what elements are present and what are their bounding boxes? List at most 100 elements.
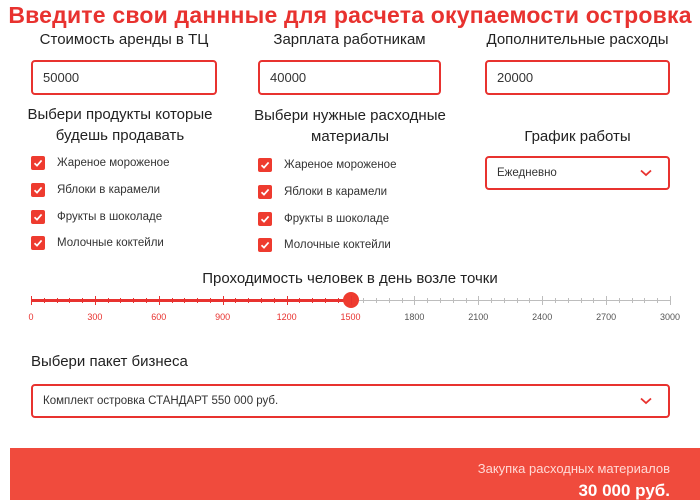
materials-title-line2: материалы <box>311 128 389 145</box>
slider-tick-label: 600 <box>151 312 167 322</box>
materials-title: Выбери нужные расходные материалы <box>250 105 450 147</box>
material-option-label: Молочные коктейли <box>284 239 391 251</box>
slider-tick-label: 2100 <box>468 312 489 322</box>
slider-major-tick <box>478 296 480 305</box>
schedule-label: График работы <box>524 128 631 145</box>
slider-minor-tick <box>43 298 45 303</box>
slider-minor-tick <box>388 298 390 303</box>
slider-minor-tick <box>171 298 173 303</box>
slider-minor-tick <box>209 298 211 303</box>
slider-minor-tick <box>657 298 659 303</box>
products-title-line1: Выбери продукты которые <box>27 106 213 123</box>
result-caption: Закупка расходных материалов <box>477 461 670 476</box>
product-option[interactable]: Жареное мороженое <box>31 156 169 170</box>
rent-input[interactable]: 50000 <box>31 60 217 95</box>
slider-minor-tick <box>273 298 275 303</box>
schedule-select[interactable]: Ежедневно <box>485 156 670 190</box>
product-option[interactable]: Яблоки в карамели <box>31 183 160 197</box>
slider-minor-tick <box>120 298 122 303</box>
slider-major-tick <box>350 296 352 305</box>
checkbox-checked-icon[interactable] <box>31 236 45 250</box>
slider-minor-tick <box>184 298 186 303</box>
slider-minor-tick <box>248 298 250 303</box>
result-value: 30 000 руб. <box>578 481 670 500</box>
slider-minor-tick <box>235 298 237 303</box>
slider-minor-tick <box>503 298 505 303</box>
traffic-slider[interactable]: 0 300 600 900 1200 1500 1800 2100 2400 2700 3000 <box>28 290 680 330</box>
slider-minor-tick <box>133 298 135 303</box>
slider-minor-tick <box>401 298 403 303</box>
material-option[interactable]: Жареное мороженое <box>258 158 396 172</box>
slider-minor-tick <box>516 298 518 303</box>
slider-major-tick <box>158 296 160 305</box>
slider-minor-tick <box>197 298 199 303</box>
slider-tick-label: 1200 <box>276 312 297 322</box>
slider-tick-label: 2700 <box>596 312 617 322</box>
checkbox-checked-icon[interactable] <box>31 183 45 197</box>
checkbox-checked-icon[interactable] <box>258 185 272 199</box>
slider-minor-tick <box>69 298 71 303</box>
checkbox-checked-icon[interactable] <box>258 238 272 252</box>
checkbox-checked-icon[interactable] <box>31 156 45 170</box>
slider-major-tick <box>542 296 544 305</box>
salary-input[interactable]: 40000 <box>258 60 441 95</box>
slider-minor-tick <box>56 298 58 303</box>
slider-minor-tick <box>644 298 646 303</box>
slider-tick-label: 3000 <box>659 312 681 322</box>
slider-minor-tick <box>567 298 569 303</box>
slider-minor-tick <box>376 298 378 303</box>
products-title-line2: будешь продавать <box>55 127 185 144</box>
slider-minor-tick <box>465 298 467 303</box>
package-label: Выбери пакет бизнеса <box>31 353 188 370</box>
material-option[interactable]: Молочные коктейли <box>258 238 391 252</box>
product-option-label: Яблоки в карамели <box>57 184 161 196</box>
slider-minor-tick <box>324 298 326 303</box>
material-option[interactable]: Фрукты в шоколаде <box>258 212 389 226</box>
rent-label: Стоимость аренды в ТЦ <box>39 31 209 48</box>
slider-major-tick <box>670 296 671 305</box>
checkbox-checked-icon[interactable] <box>258 212 272 226</box>
slider-minor-tick <box>618 298 620 303</box>
slider-major-tick <box>94 296 96 305</box>
product-option-label: Жареное мороженое <box>57 157 170 169</box>
slider-minor-tick <box>452 298 454 303</box>
salary-label: Зарплата работникам <box>273 31 426 48</box>
extra-input[interactable]: 20000 <box>485 60 670 95</box>
schedule-selected-value: Ежедневно <box>497 167 557 179</box>
slider-tick-label: 1800 <box>404 312 425 322</box>
result-panel: Закупка расходных материалов 30 000 руб. <box>10 448 700 500</box>
product-option-label: Фрукты в шоколаде <box>57 211 163 223</box>
chevron-down-icon <box>640 169 652 177</box>
slider-major-tick <box>222 296 224 305</box>
slider-tick-label: 2400 <box>532 312 553 322</box>
slider-tick-label: 300 <box>87 312 103 322</box>
slider-minor-tick <box>427 298 429 303</box>
slider-minor-tick <box>363 298 365 303</box>
slider-minor-tick <box>593 298 595 303</box>
materials-title-line1: Выбери нужные расходные <box>254 107 446 124</box>
material-option[interactable]: Яблоки в карамели <box>258 185 387 199</box>
slider-minor-tick <box>146 298 148 303</box>
slider-minor-tick <box>312 298 314 303</box>
slider-minor-tick <box>631 298 633 303</box>
slider-minor-tick <box>491 298 493 303</box>
slider-minor-tick <box>529 298 531 303</box>
slider-track-fill <box>31 299 351 302</box>
slider-minor-tick <box>82 298 84 303</box>
products-title: Выбери продукты которые будешь продавать <box>20 104 220 146</box>
product-option[interactable]: Молочные коктейли <box>31 236 164 250</box>
slider-minor-tick <box>107 298 109 303</box>
material-option-label: Жареное мороженое <box>284 159 397 171</box>
chevron-down-icon <box>640 397 652 405</box>
checkbox-checked-icon[interactable] <box>31 210 45 224</box>
package-select[interactable]: Комплект островка СТАНДАРТ 550 000 руб. <box>31 384 670 418</box>
product-option[interactable]: Фрукты в шоколаде <box>31 210 162 224</box>
slider-minor-tick <box>261 298 263 303</box>
checkbox-checked-icon[interactable] <box>258 158 272 172</box>
slider-minor-tick <box>554 298 556 303</box>
slider-minor-tick <box>337 298 339 303</box>
material-option-label: Яблоки в карамели <box>284 186 388 198</box>
slider-major-tick <box>606 296 608 305</box>
slider-tick-label: 1500 <box>340 312 361 322</box>
slider-major-tick <box>31 296 32 305</box>
